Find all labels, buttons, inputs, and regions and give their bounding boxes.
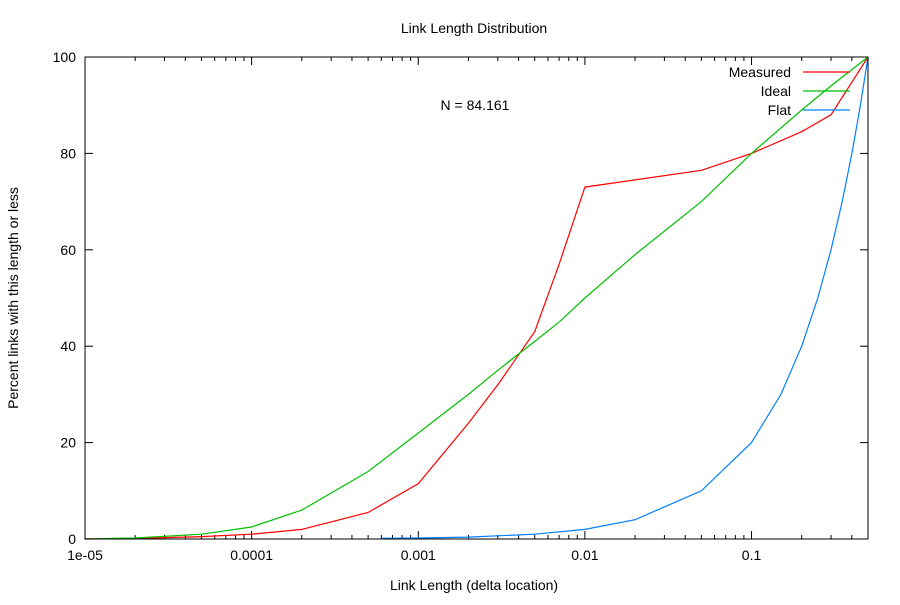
x-tick-label: 0.01 — [571, 547, 598, 563]
y-tick-label: 40 — [60, 338, 76, 354]
chart-title: Link Length Distribution — [401, 20, 547, 36]
series-line-measured — [84, 56, 869, 540]
legend-label: Ideal — [761, 83, 791, 99]
y-tick-label: 60 — [60, 242, 76, 258]
x-axis-label: Link Length (delta location) — [390, 577, 558, 593]
series-line-ideal — [84, 56, 869, 540]
x-tick-label: 0.1 — [742, 547, 762, 563]
annotation: N = 84.161 — [441, 97, 510, 113]
x-tick-label: 0.001 — [401, 547, 436, 563]
legend-label: Measured — [729, 64, 791, 80]
y-tick-label: 80 — [60, 145, 76, 161]
x-tick-label: 1e-05 — [67, 547, 103, 563]
y-tick-label: 0 — [68, 531, 76, 547]
plot-frame — [84, 56, 869, 540]
y-tick-label: 20 — [60, 435, 76, 451]
legend-label: Flat — [768, 102, 791, 118]
y-tick-label: 100 — [53, 49, 77, 65]
x-tick-label: 0.0001 — [230, 547, 273, 563]
series-line-flat — [381, 56, 869, 539]
y-axis-label: Percent links with this length or less — [5, 187, 21, 409]
